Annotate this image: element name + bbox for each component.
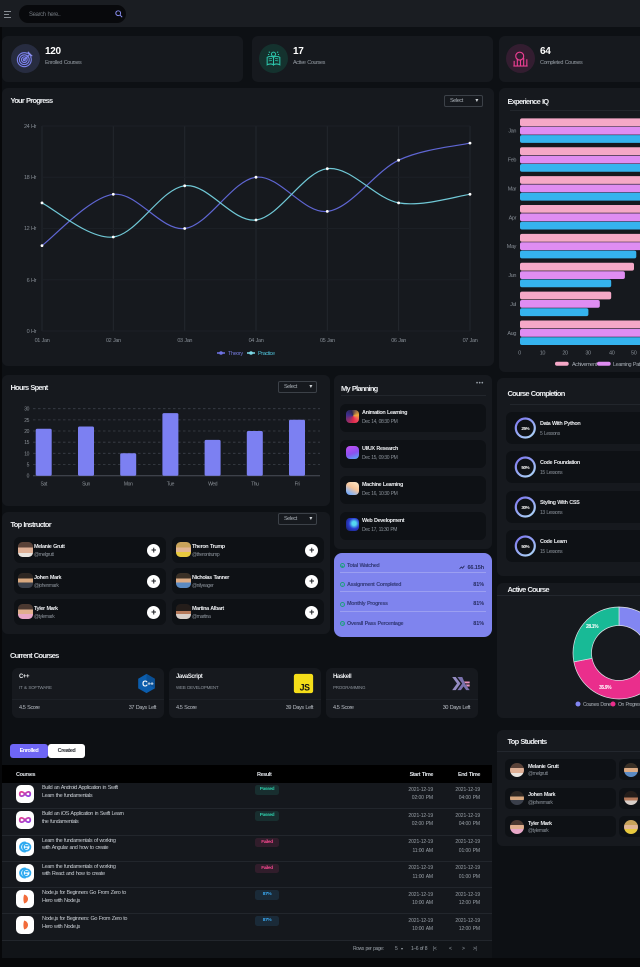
- svg-text:0: 0: [27, 474, 30, 480]
- svg-text:30: 30: [24, 407, 29, 413]
- svg-text:03 Jan: 03 Jan: [177, 338, 192, 344]
- svg-text:Mon: Mon: [124, 482, 133, 488]
- svg-text:12 Hr: 12 Hr: [24, 226, 37, 232]
- svg-text:15: 15: [24, 440, 29, 446]
- svg-text:40: 40: [609, 351, 615, 357]
- svg-text:5: 5: [27, 463, 30, 469]
- svg-text:50: 50: [631, 351, 637, 357]
- svg-text:35.9%: 35.9%: [599, 685, 612, 691]
- svg-text:C: C: [142, 679, 148, 688]
- svg-text:05 Jan: 05 Jan: [320, 338, 335, 344]
- svg-text:20: 20: [24, 429, 29, 435]
- svg-text:50%: 50%: [521, 544, 529, 549]
- svg-text:06 Jan: 06 Jan: [391, 338, 406, 344]
- svg-text:Practice: Practice: [258, 351, 275, 357]
- svg-text:6 Hr: 6 Hr: [27, 278, 37, 284]
- svg-text:07 Jan: 07 Jan: [463, 338, 478, 344]
- svg-text:Learning Path: Learning Path: [613, 362, 640, 368]
- svg-text:Mar: Mar: [508, 187, 517, 193]
- svg-text:24 Hr: 24 Hr: [24, 124, 37, 130]
- svg-text:Jun: Jun: [508, 273, 516, 279]
- svg-text:10: 10: [24, 451, 29, 457]
- svg-text:Theory: Theory: [228, 351, 243, 357]
- svg-text:50%: 50%: [521, 465, 529, 470]
- svg-text:Apr: Apr: [509, 215, 517, 221]
- svg-text:0 Hr: 0 Hr: [27, 329, 37, 335]
- svg-text:On Progress: On Progress: [618, 702, 640, 708]
- svg-text:01 Jan: 01 Jan: [35, 338, 50, 344]
- svg-text:Achivement: Achivement: [572, 362, 598, 368]
- svg-text:0: 0: [518, 351, 521, 357]
- svg-text:18 Hr: 18 Hr: [24, 175, 37, 181]
- svg-text:Thu: Thu: [251, 482, 259, 488]
- svg-text:++: ++: [147, 681, 154, 687]
- svg-text:Fri: Fri: [295, 482, 300, 488]
- svg-text:JS: JS: [300, 682, 311, 692]
- svg-text:25%: 25%: [521, 426, 529, 431]
- svg-text:02 Jan: 02 Jan: [106, 338, 121, 344]
- svg-text:May: May: [507, 244, 517, 250]
- svg-text:25: 25: [24, 418, 29, 424]
- svg-text:Tue: Tue: [167, 482, 175, 488]
- svg-text:20: 20: [562, 351, 568, 357]
- svg-text:Courses Done: Courses Done: [583, 702, 611, 708]
- svg-text:Feb: Feb: [508, 158, 517, 164]
- svg-text:28.1%: 28.1%: [586, 624, 599, 630]
- svg-text:Jan: Jan: [508, 129, 516, 135]
- svg-text:30%: 30%: [521, 505, 529, 510]
- svg-text:Jul: Jul: [510, 302, 516, 308]
- svg-text:04 Jan: 04 Jan: [249, 338, 264, 344]
- svg-text:10: 10: [540, 351, 546, 357]
- svg-text:30: 30: [585, 351, 591, 357]
- svg-text:Wed: Wed: [208, 482, 218, 488]
- svg-text:Sun: Sun: [82, 482, 90, 488]
- svg-text:Sat: Sat: [41, 482, 48, 488]
- svg-text:Aug: Aug: [507, 331, 516, 337]
